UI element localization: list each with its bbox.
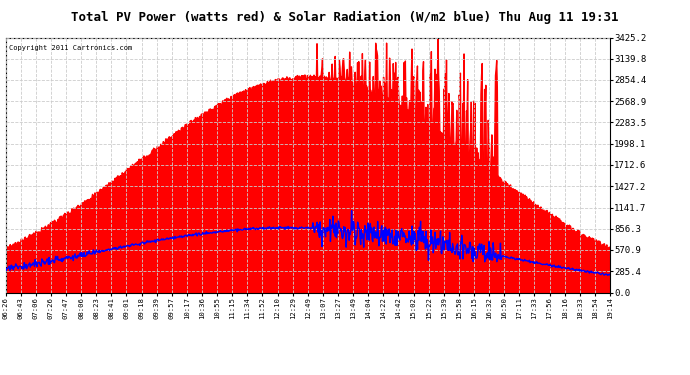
Text: Total PV Power (watts red) & Solar Radiation (W/m2 blue) Thu Aug 11 19:31: Total PV Power (watts red) & Solar Radia…	[71, 11, 619, 24]
Text: Copyright 2011 Cartronics.com: Copyright 2011 Cartronics.com	[8, 45, 132, 51]
